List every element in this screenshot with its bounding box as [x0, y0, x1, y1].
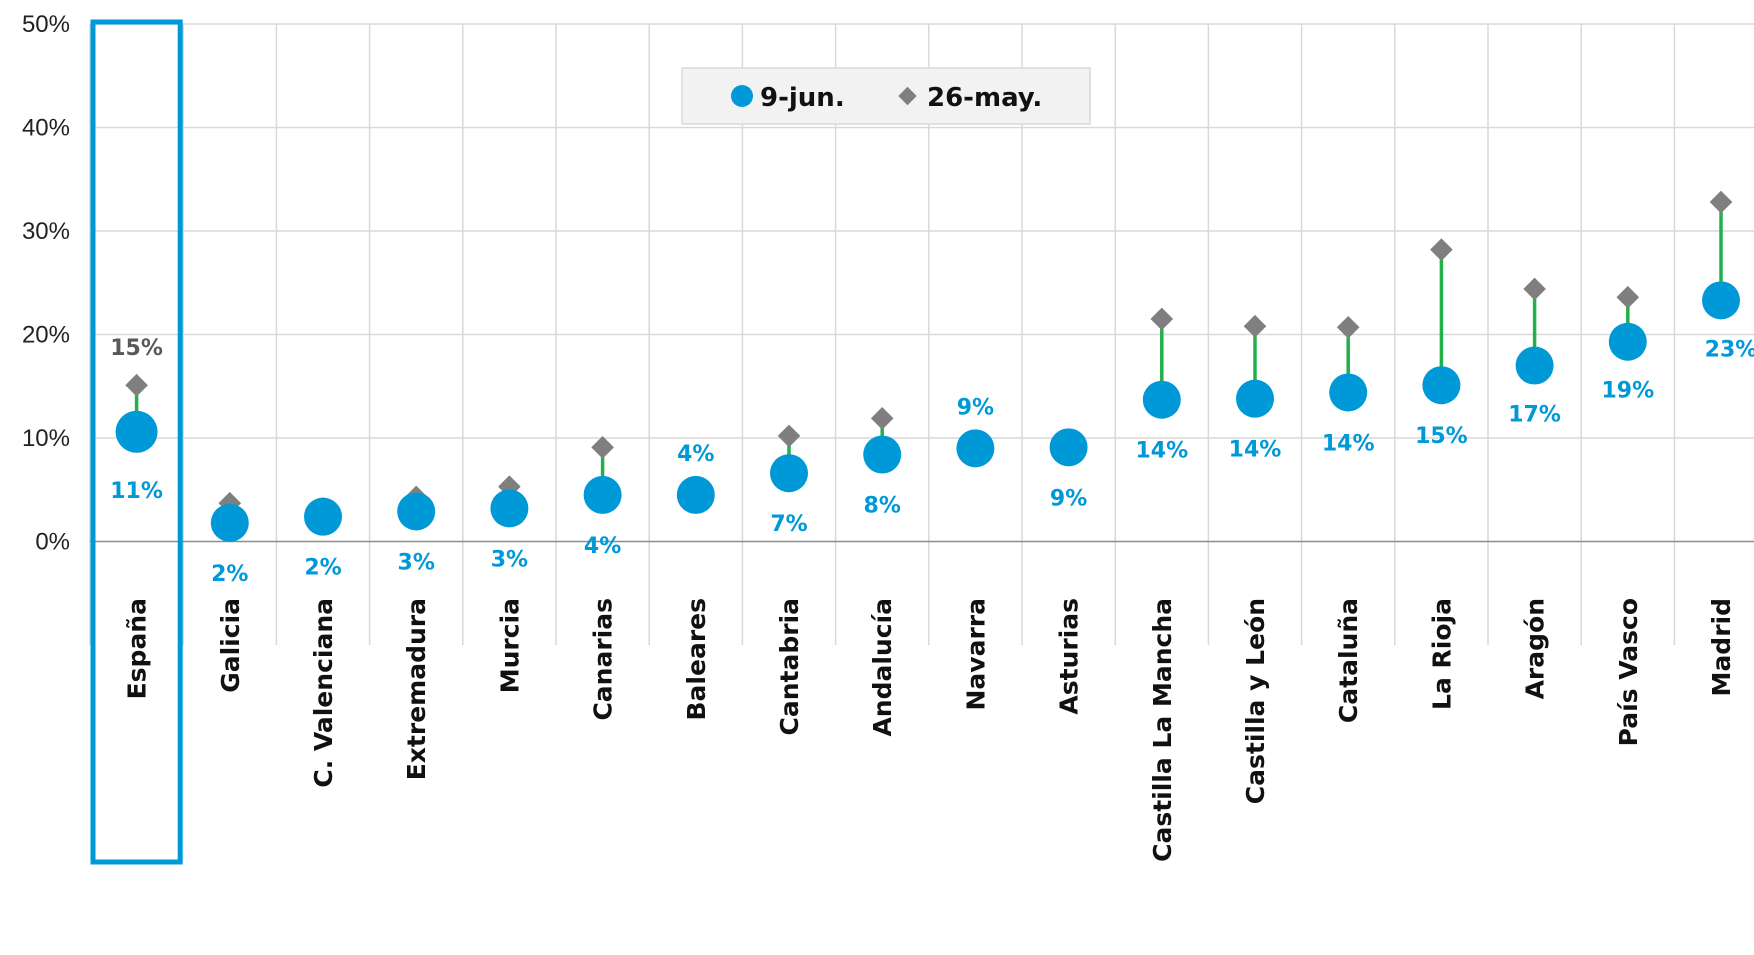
marker-9-jun-aragon: [1515, 346, 1554, 385]
legend-marker-9-jun: [731, 85, 753, 107]
marker-9-jun-extremadura: [397, 492, 436, 531]
marker-9-jun-canarias: [583, 475, 622, 514]
category-label-castilla-la-mancha: Castilla La Mancha: [1148, 598, 1177, 862]
gridlines: [89, 23, 1754, 645]
category-label-murcia: Murcia: [495, 598, 524, 693]
marker-9-jun-cataluna: [1329, 373, 1368, 412]
marker-9-jun-la-rioja: [1422, 366, 1461, 405]
category-label-pais-vasco: País Vasco: [1614, 598, 1643, 746]
marker-26-may-cataluna: [1336, 315, 1360, 339]
data-label-9-jun-pais-vasco: 19%: [1601, 379, 1654, 404]
category-label-extremadura: Extremadura: [402, 598, 431, 780]
category-labels: España Galicia C. Valenciana Extremadura Mur…: [123, 598, 1736, 862]
category-label-asturias: Asturias: [1055, 598, 1084, 715]
category-label-andalucia: Andalucía: [868, 598, 897, 737]
category-label-espana: España: [123, 598, 152, 699]
y-tick-label: 50%: [22, 11, 70, 38]
data-label-9-jun-baleares: 4%: [677, 442, 714, 467]
data-label-9-jun-castilla-y-leon: 14%: [1229, 438, 1282, 463]
data-labels: 11% 2% 2% 3% 3% 4% 4% 7% 8% 9% 9% 14% 14% 14% 15% 17% 19…: [110, 336, 1754, 587]
marker-26-may-castilla-la-mancha: [1150, 307, 1174, 331]
data-label-26-may-espana: 15%: [110, 336, 163, 361]
data-label-9-jun-la-rioja: 15%: [1415, 424, 1468, 449]
highlight-group: [90, 19, 183, 865]
data-label-9-jun-navarra: 9%: [957, 395, 994, 420]
marker-9-jun-castilla-y-leon: [1236, 379, 1274, 418]
data-label-9-jun-espana: 11%: [110, 479, 163, 504]
y-tick-label: 40%: [22, 115, 70, 142]
marker-26-may-cantabria: [777, 424, 801, 448]
legend-label-26-may: 26-may.: [927, 83, 1042, 113]
category-label-aragon: Aragón: [1521, 598, 1550, 699]
marker-26-may-espana: [125, 373, 148, 397]
data-marks: [115, 190, 1740, 542]
marker-26-may-canarias: [591, 436, 614, 459]
legend-label-9-jun: 9-jun.: [760, 83, 845, 113]
category-label-c-valenciana: C. Valenciana: [309, 598, 338, 788]
category-label-galicia: Galicia: [216, 598, 245, 693]
y-axis: 0% 10% 20% 30% 40% 50%: [22, 11, 70, 556]
category-label-baleares: Baleares: [682, 598, 711, 721]
y-tick-label: 10%: [22, 425, 70, 452]
marker-9-jun-madrid: [1702, 281, 1740, 320]
data-label-9-jun-cataluna: 14%: [1322, 431, 1375, 456]
marker-9-jun-espana: [115, 410, 158, 453]
data-label-9-jun-galicia: 2%: [211, 562, 248, 587]
marker-9-jun-navarra: [956, 429, 995, 468]
marker-9-jun-pais-vasco: [1608, 322, 1647, 361]
marker-26-may-castilla-y-leon: [1243, 314, 1267, 338]
data-label-9-jun-cantabria: 7%: [770, 512, 807, 537]
data-label-9-jun-andalucia: 8%: [864, 494, 901, 519]
y-tick-label: 30%: [22, 218, 70, 245]
marker-26-may-aragon: [1523, 277, 1546, 301]
category-label-la-rioja: La Rioja: [1427, 598, 1456, 710]
category-label-castilla-y-leon: Castilla y León: [1241, 598, 1270, 804]
data-label-9-jun-extremadura: 3%: [398, 550, 435, 575]
marker-26-may-andalucia: [870, 407, 894, 430]
marker-9-jun-asturias: [1049, 428, 1088, 467]
y-tick-label: 0%: [35, 529, 70, 556]
y-tick-label: 20%: [22, 322, 70, 349]
marker-9-jun-galicia: [210, 503, 249, 542]
marker-26-may-madrid: [1709, 190, 1733, 214]
legend-marker-26-may: [898, 86, 917, 106]
marker-9-jun-c-valenciana: [304, 497, 342, 536]
marker-9-jun-murcia: [490, 489, 529, 528]
data-label-9-jun-c-valenciana: 2%: [304, 556, 341, 581]
category-label-cantabria: Cantabria: [775, 598, 804, 736]
data-label-9-jun-canarias: 4%: [584, 534, 621, 559]
marker-9-jun-castilla-la-mancha: [1142, 380, 1181, 419]
category-label-canarias: Canarias: [589, 598, 618, 721]
category-label-madrid: Madrid: [1707, 598, 1736, 696]
data-label-9-jun-asturias: 9%: [1050, 486, 1087, 511]
marker-9-jun-baleares: [676, 475, 715, 514]
marker-26-may-pais-vasco: [1616, 285, 1640, 309]
legend: 9-jun. 26-may.: [681, 67, 1091, 125]
data-label-9-jun-aragon: 17%: [1508, 403, 1561, 428]
marker-26-may-la-rioja: [1430, 238, 1453, 261]
data-label-9-jun-madrid: 23%: [1705, 337, 1754, 362]
data-label-9-jun-castilla-la-mancha: 14%: [1135, 439, 1188, 464]
category-label-navarra: Navarra: [961, 598, 990, 711]
highlight-box-espana: [90, 19, 183, 865]
data-label-9-jun-murcia: 3%: [491, 547, 528, 572]
category-label-cataluna: Cataluña: [1334, 598, 1363, 723]
marker-9-jun-andalucia: [863, 435, 902, 474]
marker-9-jun-cantabria: [770, 454, 808, 493]
